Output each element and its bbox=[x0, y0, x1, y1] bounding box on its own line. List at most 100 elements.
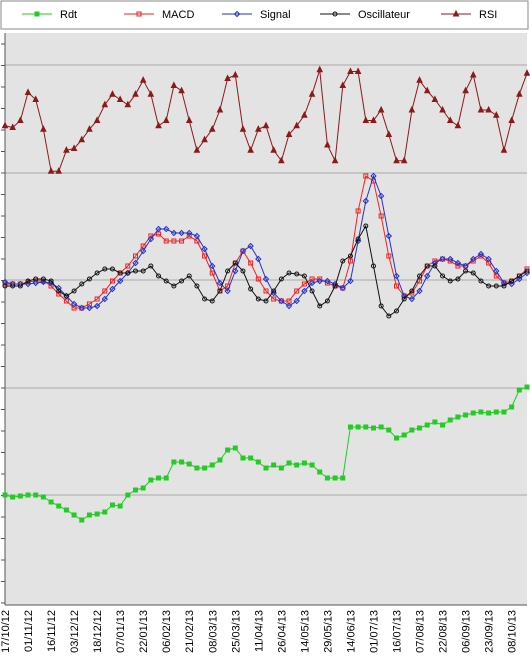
marker bbox=[401, 432, 407, 438]
marker bbox=[501, 283, 507, 289]
marker bbox=[485, 255, 492, 263]
marker bbox=[133, 487, 138, 493]
marker bbox=[25, 278, 31, 284]
marker bbox=[516, 387, 522, 393]
marker bbox=[409, 288, 415, 294]
marker bbox=[378, 424, 384, 430]
marker bbox=[32, 95, 40, 102]
marker bbox=[355, 208, 361, 214]
marker bbox=[116, 95, 124, 102]
legend-box bbox=[0, 0, 529, 30]
marker bbox=[340, 258, 346, 264]
marker bbox=[86, 125, 93, 132]
legend-label: Oscillateur bbox=[358, 9, 410, 21]
marker bbox=[178, 229, 185, 237]
marker bbox=[455, 263, 461, 269]
marker bbox=[224, 287, 231, 295]
marker bbox=[501, 409, 507, 415]
marker bbox=[431, 95, 439, 102]
x-tick-label: 01/11/12 bbox=[23, 610, 35, 652]
marker bbox=[477, 105, 485, 113]
marker bbox=[125, 492, 131, 498]
marker bbox=[225, 268, 231, 274]
marker bbox=[340, 475, 346, 481]
marker bbox=[454, 259, 462, 267]
marker bbox=[523, 69, 530, 76]
marker bbox=[255, 296, 261, 302]
marker bbox=[194, 465, 200, 471]
marker bbox=[317, 303, 323, 309]
marker bbox=[162, 225, 170, 233]
marker bbox=[232, 445, 238, 451]
marker bbox=[102, 288, 108, 294]
marker bbox=[171, 238, 177, 244]
marker bbox=[101, 295, 109, 303]
marker bbox=[455, 276, 461, 282]
marker bbox=[1, 121, 9, 129]
marker bbox=[171, 459, 177, 465]
marker bbox=[394, 283, 399, 289]
marker bbox=[86, 512, 92, 518]
marker bbox=[294, 462, 300, 468]
marker bbox=[71, 288, 77, 294]
marker bbox=[308, 90, 316, 97]
marker bbox=[278, 297, 285, 305]
marker bbox=[408, 105, 416, 113]
marker bbox=[492, 111, 500, 118]
marker bbox=[463, 268, 469, 274]
marker bbox=[440, 422, 446, 428]
marker bbox=[171, 283, 177, 289]
x-tick-label: 22/01/13 bbox=[138, 610, 150, 653]
marker bbox=[417, 278, 423, 284]
marker bbox=[294, 271, 300, 277]
marker bbox=[102, 509, 108, 515]
marker bbox=[63, 293, 69, 299]
marker bbox=[393, 272, 400, 280]
x-tick-label: 17/10/12 bbox=[0, 610, 12, 653]
marker bbox=[9, 123, 16, 130]
marker bbox=[147, 90, 155, 97]
marker bbox=[209, 462, 215, 468]
marker bbox=[324, 298, 330, 304]
x-tick-label: 06/09/13 bbox=[461, 610, 473, 653]
marker bbox=[401, 296, 407, 302]
series-line bbox=[5, 224, 528, 317]
x-tick-label: 26/04/13 bbox=[276, 610, 288, 653]
marker bbox=[125, 263, 131, 269]
marker bbox=[239, 247, 247, 255]
marker bbox=[416, 76, 423, 83]
marker bbox=[194, 283, 200, 289]
marker bbox=[309, 288, 315, 294]
series bbox=[2, 223, 530, 319]
marker bbox=[25, 492, 31, 498]
marker bbox=[40, 278, 47, 286]
marker bbox=[493, 267, 500, 275]
marker bbox=[86, 276, 92, 282]
marker bbox=[409, 427, 415, 433]
marker bbox=[301, 460, 307, 466]
marker bbox=[56, 291, 62, 297]
marker bbox=[316, 65, 324, 73]
marker bbox=[208, 125, 216, 132]
marker bbox=[71, 512, 77, 518]
marker bbox=[140, 268, 146, 274]
marker bbox=[332, 11, 338, 17]
marker bbox=[209, 298, 215, 304]
marker bbox=[136, 11, 142, 17]
marker bbox=[363, 223, 369, 229]
marker bbox=[370, 263, 376, 269]
marker bbox=[48, 283, 54, 289]
marker bbox=[262, 121, 270, 129]
marker bbox=[2, 492, 8, 498]
marker bbox=[347, 424, 353, 430]
marker bbox=[309, 462, 315, 468]
marker bbox=[285, 302, 293, 310]
marker bbox=[446, 116, 454, 123]
marker bbox=[24, 88, 32, 95]
marker bbox=[508, 116, 515, 123]
marker bbox=[247, 242, 254, 250]
marker bbox=[317, 469, 323, 475]
legend-item: Rdt bbox=[22, 9, 77, 21]
marker bbox=[34, 11, 40, 17]
marker bbox=[394, 435, 399, 441]
